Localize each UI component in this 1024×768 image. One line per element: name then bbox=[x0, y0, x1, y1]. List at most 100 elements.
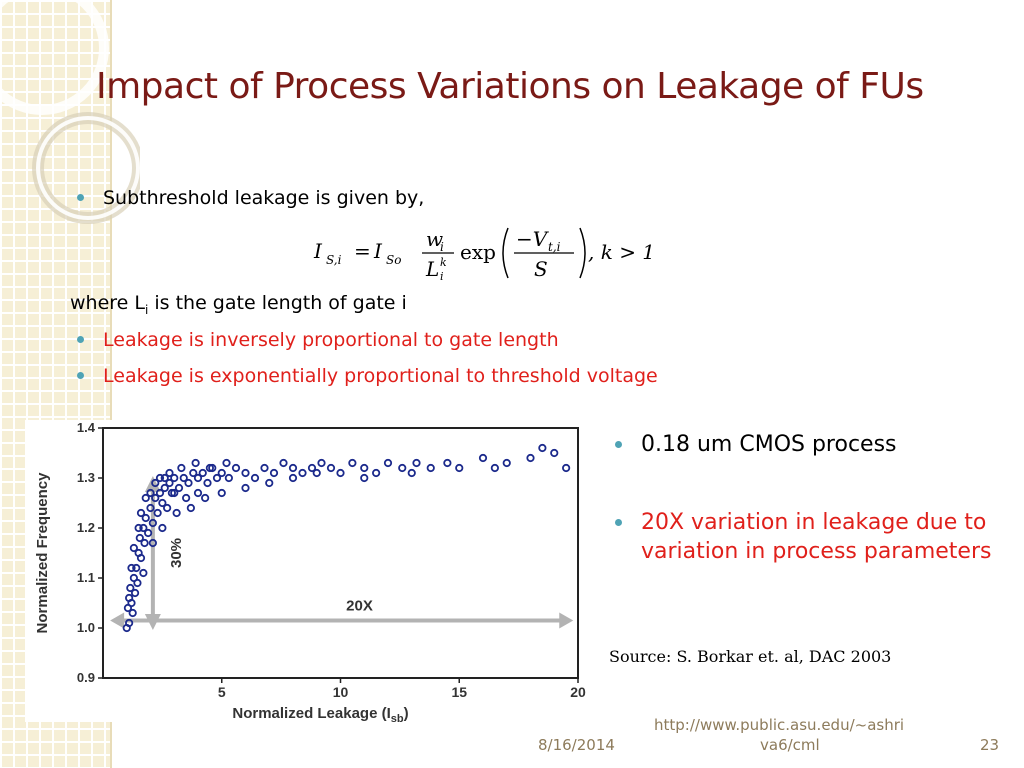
data-point bbox=[269, 468, 279, 478]
x-tick-label: 5 bbox=[218, 684, 226, 700]
data-point bbox=[217, 468, 226, 478]
data-point bbox=[136, 508, 146, 518]
data-point bbox=[260, 463, 269, 473]
data-point bbox=[146, 503, 155, 513]
formula-inner-num: −V bbox=[516, 227, 550, 251]
data-point bbox=[128, 608, 137, 618]
bullet-dot bbox=[77, 194, 84, 201]
data-point bbox=[250, 473, 260, 483]
formula-exp: exp bbox=[460, 240, 496, 264]
footer-page-number: 23 bbox=[980, 736, 1000, 754]
data-point bbox=[153, 508, 162, 518]
data-point bbox=[288, 463, 298, 473]
formula-lhs-sub: S,i bbox=[326, 253, 342, 267]
data-point bbox=[550, 448, 559, 458]
strip-divider bbox=[110, 0, 112, 768]
data-point bbox=[144, 528, 153, 538]
annotation-30-percent: 30% bbox=[168, 538, 185, 568]
footer-url-line1: http://www.public.asu.edu/~ashri bbox=[654, 716, 905, 734]
y-tick-label: 1.0 bbox=[77, 620, 95, 635]
scatter-chart-panel: 0.9 1.0 1.1 1.2 1.3 1.4 5 10 15 20 Normalized Freq… bbox=[25, 420, 590, 725]
data-point bbox=[160, 473, 169, 483]
data-point bbox=[182, 493, 191, 503]
data-point bbox=[326, 463, 336, 473]
data-point bbox=[372, 468, 381, 478]
formula-tail: , k > 1 bbox=[588, 240, 655, 264]
data-point bbox=[155, 473, 165, 483]
formula-inner-num-sub: t,i bbox=[548, 240, 561, 254]
data-point bbox=[133, 578, 142, 588]
data-point bbox=[158, 498, 167, 508]
data-point bbox=[455, 463, 464, 473]
x-axis-label: Normalized Leakage (Isb) bbox=[232, 705, 408, 722]
horizontal-arrow-head-left bbox=[110, 612, 125, 629]
data-point bbox=[136, 553, 146, 563]
y-axis-label: Normalized Frequency bbox=[34, 472, 51, 634]
data-point bbox=[172, 508, 181, 518]
y-tick-label: 1.2 bbox=[77, 520, 95, 535]
data-point bbox=[241, 468, 250, 478]
data-point bbox=[141, 513, 150, 523]
data-point bbox=[139, 523, 148, 533]
where-sub: i bbox=[144, 302, 149, 317]
data-point bbox=[126, 583, 135, 593]
data-point bbox=[212, 473, 222, 483]
data-point bbox=[478, 453, 488, 463]
data-point bbox=[146, 488, 155, 498]
data-point bbox=[562, 463, 571, 473]
data-point bbox=[134, 523, 143, 533]
horizontal-arrow-head-right bbox=[559, 612, 574, 629]
formula-iso-sub: So bbox=[386, 253, 401, 267]
bullet-inverse: Leakage is inversely proportional to gat… bbox=[103, 329, 559, 351]
formula-den: L bbox=[425, 257, 439, 281]
data-point bbox=[265, 478, 274, 488]
data-point bbox=[279, 458, 288, 468]
data-point bbox=[155, 488, 165, 498]
data-point bbox=[125, 618, 134, 628]
data-point bbox=[151, 478, 160, 488]
y-tick-label: 0.9 bbox=[77, 670, 95, 685]
data-point bbox=[179, 473, 188, 483]
data-point bbox=[186, 503, 195, 513]
x-tick-label: 20 bbox=[570, 684, 586, 700]
data-point bbox=[135, 533, 144, 543]
formula-den-sub: i bbox=[440, 270, 444, 283]
bullet-subthreshold: Subthreshold leakage is given by, bbox=[103, 187, 425, 209]
data-point bbox=[193, 473, 203, 483]
data-point bbox=[191, 458, 200, 468]
bullet-dot bbox=[77, 372, 84, 379]
bullet-dot bbox=[615, 519, 622, 526]
data-point bbox=[526, 453, 535, 463]
formula-num-sub: i bbox=[440, 240, 444, 254]
data-point bbox=[538, 443, 547, 453]
formula-lhs: I bbox=[313, 239, 323, 263]
data-point bbox=[317, 458, 326, 468]
data-point bbox=[407, 468, 416, 478]
data-point bbox=[502, 458, 511, 468]
data-point bbox=[201, 493, 210, 503]
formula-num: w bbox=[426, 227, 443, 251]
data-point bbox=[177, 463, 186, 473]
data-point bbox=[158, 523, 167, 533]
footer-url-line2: va6/cml bbox=[760, 736, 820, 754]
bullet-variation: 20X variation in leakage due to variatio… bbox=[641, 510, 992, 564]
data-point bbox=[198, 468, 207, 478]
y-tick-label: 1.3 bbox=[77, 470, 95, 485]
data-point bbox=[288, 473, 298, 483]
data-point bbox=[426, 463, 435, 473]
data-point bbox=[398, 463, 407, 473]
data-point bbox=[412, 458, 421, 468]
data-point bbox=[203, 478, 212, 488]
data-point bbox=[383, 458, 393, 468]
data-point bbox=[139, 568, 148, 578]
leakage-formula: I S,i = I So w i L k i exp −V t,i S , k … bbox=[313, 227, 655, 283]
scatter-chart: 0.9 1.0 1.1 1.2 1.3 1.4 5 10 15 20 Normalized Freq… bbox=[34, 420, 586, 725]
bullet-process: 0.18 um CMOS process bbox=[641, 432, 897, 457]
data-point bbox=[127, 598, 136, 608]
x-tick-label: 15 bbox=[451, 684, 467, 700]
data-point bbox=[148, 518, 157, 528]
formula-den-sup: k bbox=[440, 256, 447, 269]
x-tick-label: 10 bbox=[333, 684, 349, 700]
data-point bbox=[170, 488, 179, 498]
slide-title: Impact of Process Variations on Leakage … bbox=[96, 66, 924, 107]
